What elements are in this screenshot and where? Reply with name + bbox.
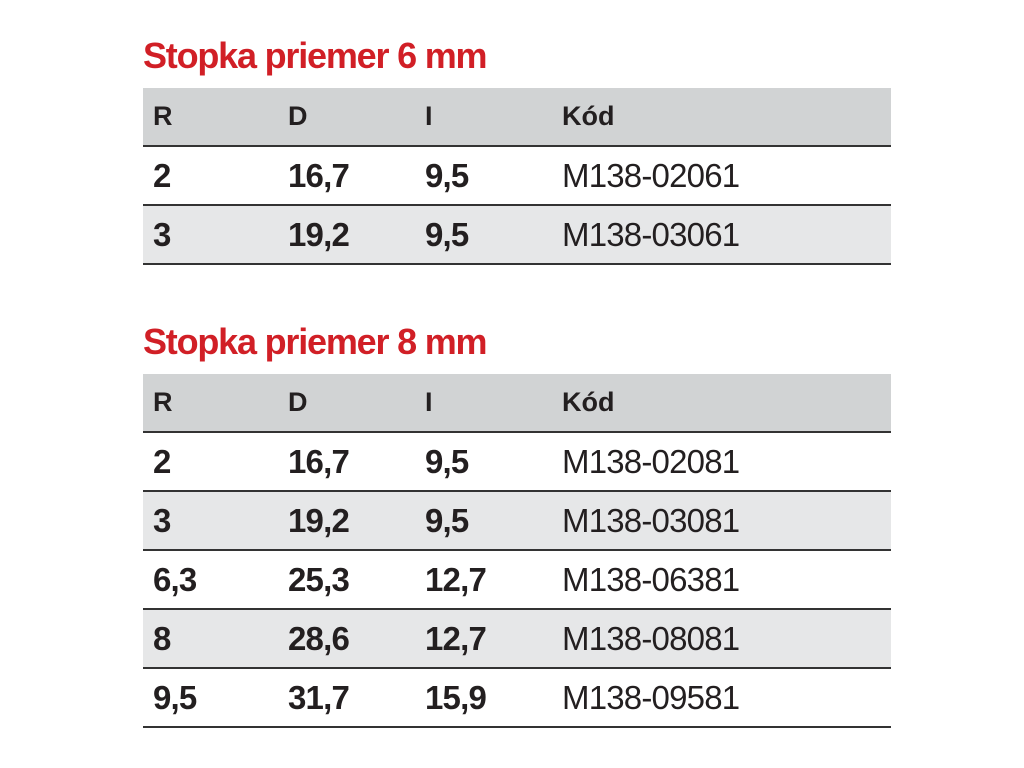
column-header-l: I: [425, 101, 433, 131]
cell-r: 2: [153, 156, 171, 194]
cell-d: 31,7: [288, 678, 350, 716]
cell-l: 12,7: [425, 560, 487, 598]
column-header-d: D: [288, 387, 308, 417]
cell-r: 6,3: [153, 560, 197, 598]
cell-r: 8: [153, 619, 171, 657]
cell-r: 3: [153, 215, 171, 253]
cell-l: 12,7: [425, 619, 487, 657]
table-row: 8 28,6 12,7 M138-08081: [143, 610, 891, 669]
table-row: 6,3 25,3 12,7 M138-06381: [143, 551, 891, 610]
table-row: 9,5 31,7 15,9 M138-09581: [143, 669, 891, 728]
table-row: 2 16,7 9,5 M138-02061: [143, 147, 891, 206]
cell-d: 16,7: [288, 442, 350, 480]
column-header-l: I: [425, 387, 433, 417]
section-shank-8mm: Stopka priemer 8 mm R D I Kód 2 16,7 9,5…: [143, 316, 891, 728]
column-header-r: R: [153, 101, 173, 131]
cell-l: 15,9: [425, 678, 487, 716]
cell-code: M138-03061: [562, 215, 740, 253]
cell-l: 9,5: [425, 215, 469, 253]
cell-code: M138-03081: [562, 501, 740, 539]
column-header-code: Kód: [562, 387, 615, 417]
section-title: Stopka priemer 6 mm: [143, 35, 488, 76]
table-row: 3 19,2 9,5 M138-03061: [143, 206, 891, 265]
cell-l: 9,5: [425, 501, 469, 539]
cell-d: 19,2: [288, 501, 350, 539]
section-title: Stopka priemer 8 mm: [143, 321, 488, 362]
table-row: 3 19,2 9,5 M138-03081: [143, 492, 891, 551]
cell-l: 9,5: [425, 442, 469, 480]
table-header-row: R D I Kód: [143, 88, 891, 147]
table-header-row: R D I Kód: [143, 374, 891, 433]
cell-d: 19,2: [288, 215, 350, 253]
cell-code: M138-02081: [562, 442, 740, 480]
cell-d: 16,7: [288, 156, 350, 194]
column-header-d: D: [288, 101, 308, 131]
cell-l: 9,5: [425, 156, 469, 194]
column-header-r: R: [153, 387, 173, 417]
table-row: 2 16,7 9,5 M138-02081: [143, 433, 891, 492]
cell-code: M138-02061: [562, 156, 740, 194]
cell-code: M138-08081: [562, 619, 740, 657]
cell-r: 2: [153, 442, 171, 480]
column-header-code: Kód: [562, 101, 615, 131]
spec-table: R D I Kód 2 16,7 9,5 M138-02081 3 19,2 9…: [143, 374, 891, 728]
cell-r: 9,5: [153, 678, 197, 716]
section-shank-6mm: Stopka priemer 6 mm R D I Kód 2 16,7 9,5…: [143, 30, 891, 265]
cell-code: M138-06381: [562, 560, 740, 598]
cell-code: M138-09581: [562, 678, 740, 716]
spec-table: R D I Kód 2 16,7 9,5 M138-02061 3 19,2 9…: [143, 88, 891, 265]
cell-r: 3: [153, 501, 171, 539]
cell-d: 28,6: [288, 619, 350, 657]
cell-d: 25,3: [288, 560, 350, 598]
